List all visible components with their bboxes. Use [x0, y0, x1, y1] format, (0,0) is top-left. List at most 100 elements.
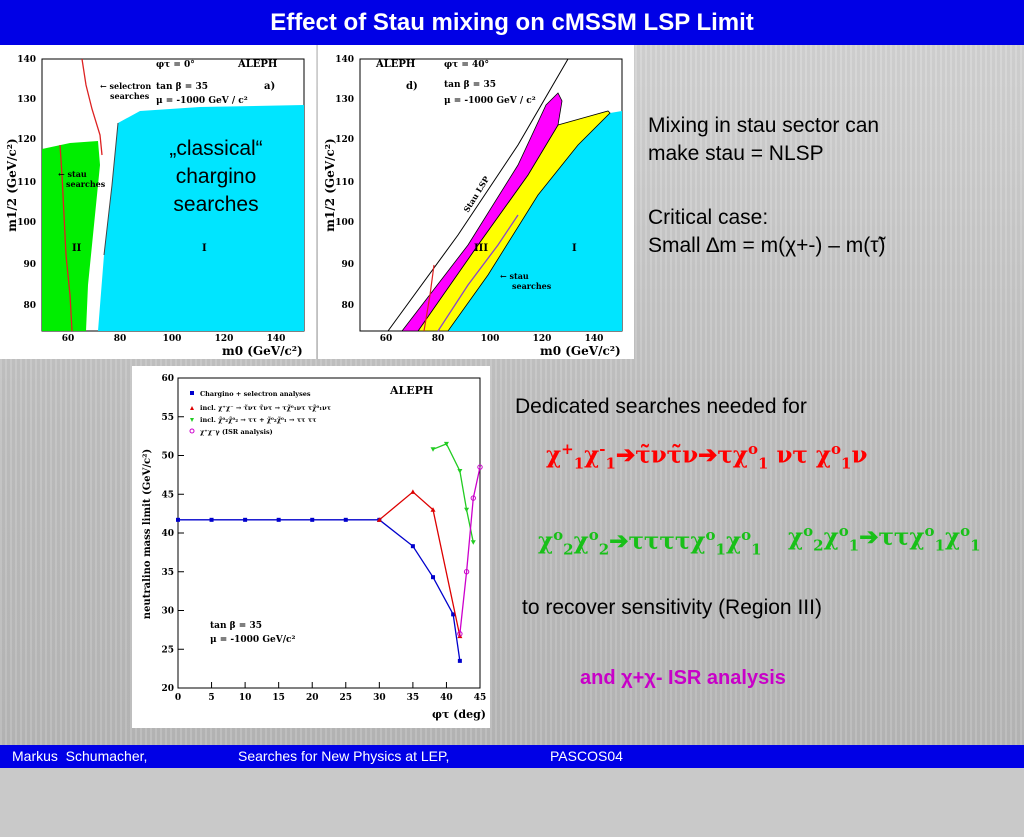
series-2-point-2 — [457, 469, 463, 474]
ytick-d-0: 140 — [335, 55, 354, 65]
chart-xtick-label-3: 15 — [272, 693, 285, 703]
footer-talk: Searches for New Physics at LEP, — [238, 748, 450, 764]
ytick-a-3: 110 — [17, 178, 36, 188]
legend-marker-3 — [189, 428, 195, 434]
ytick-d-2: 120 — [335, 135, 354, 145]
isr-text: and χ+χ- ISR analysis — [580, 667, 786, 689]
critical-text-2: Small ∆m = m(χ+-) – m(τ̃) — [648, 234, 886, 257]
region-i-cyan-d — [448, 111, 622, 331]
ytick-a-6: 80 — [23, 301, 36, 311]
dedicated-text: Dedicated searches needed for — [515, 395, 807, 418]
ytick-d-5: 90 — [341, 260, 354, 270]
series-0-point-7 — [410, 544, 415, 549]
chart-xtick-label-7: 35 — [407, 693, 420, 703]
series-2-point-3 — [464, 507, 470, 513]
footer-bar: Markus Schumacher, Searches for New Phys… — [0, 745, 1024, 768]
stau-label-d: ← stau — [500, 271, 529, 281]
ytick-a-2: 120 — [17, 135, 36, 145]
aleph-a: ALEPH — [237, 59, 277, 70]
legend-label-0: Chargino + selectron analyses — [200, 390, 311, 398]
chart-ytick-label-7: 55 — [161, 413, 174, 423]
chart-xtick-label-5: 25 — [340, 693, 353, 703]
footer-author: Markus Schumacher, — [12, 748, 148, 764]
chart-ytick-label-8: 60 — [161, 374, 174, 384]
mu-d: μ = -1000 GeV / c² — [444, 96, 536, 106]
series-0-point-9 — [451, 612, 456, 617]
chart-ytick-label-2: 30 — [161, 607, 174, 617]
legend-marker-1 — [190, 406, 194, 410]
chart-annot-2: μ = -1000 GeV/c² — [210, 635, 295, 645]
phi-d: φτ = 40° — [444, 60, 489, 70]
ytick-d-4: 100 — [335, 218, 354, 228]
chart-xtick-label-4: 20 — [306, 693, 319, 703]
mass-limit-chart: 0 5 10 15 20 25 30 35 40 45 20 25 30 35 40 45 50 55 60 ALE… — [132, 366, 490, 728]
letter-a: a) — [264, 81, 275, 92]
chart-xtick-label-0: 0 — [175, 693, 181, 703]
classical-label-1: „classical“ — [169, 137, 262, 160]
series-3-point-0 — [457, 631, 463, 637]
tanb-d: tan β = 35 — [444, 80, 496, 90]
stau-label-a2: searches — [66, 179, 106, 189]
mixing-text-1: Mixing in stau sector can — [648, 114, 880, 137]
plot-panel-a: 140 130 120 110 100 90 80 60 80 100 120 … — [0, 45, 316, 359]
ytick-d-3: 110 — [335, 178, 354, 188]
ytick-d-6: 80 — [341, 301, 354, 311]
series-0-point-3 — [276, 517, 281, 522]
stau-curve-d — [437, 214, 519, 332]
chart-xtick-label-6: 30 — [373, 693, 386, 703]
series-1-point-1 — [410, 489, 416, 494]
series-3-point-2 — [470, 495, 476, 501]
series-2-point-0 — [430, 447, 436, 452]
xtick-a-4: 140 — [267, 334, 286, 344]
xtick-a-1: 80 — [114, 334, 127, 344]
series-3-point-1 — [463, 569, 470, 575]
stau-lsp-magenta — [401, 92, 563, 332]
stau-lsp-line — [387, 58, 569, 332]
ylabel-a: m1/2 (GeV/c²) — [5, 138, 19, 231]
neutralino-mixed-formula: χo2χo1➔ττχo1χo1 — [788, 522, 981, 555]
series-0-point-10 — [457, 658, 462, 663]
chart-ytick-label-6: 50 — [161, 452, 174, 462]
tanb-a: tan β = 35 — [156, 82, 208, 92]
legend-label-2: incl. χ̃⁰₂χ̃⁰₂ → ττ + χ̃⁰₂χ̃⁰₁ → ττ ττ — [200, 416, 317, 424]
region-ii-green — [42, 141, 100, 331]
series-0-point-5 — [343, 517, 348, 522]
series-0-point-1 — [209, 517, 214, 522]
series-2-point-4 — [470, 540, 476, 545]
chart-ytick-label-0: 20 — [161, 684, 174, 694]
phi-a: φτ = 0° — [156, 60, 195, 70]
chart-xtick-label-1: 5 — [208, 693, 214, 703]
xtick-d-3: 120 — [533, 334, 552, 344]
series-line-1 — [378, 491, 461, 637]
xtick-a-0: 60 — [62, 334, 75, 344]
ytick-d-1: 130 — [335, 95, 354, 105]
ytick-a-4: 100 — [17, 218, 36, 228]
footer-conf: PASCOS04 — [550, 748, 623, 764]
xtick-a-2: 100 — [163, 334, 182, 344]
ylabel-d: m1/2 (GeV/c²) — [323, 138, 337, 231]
legend-marker-2 — [190, 418, 194, 422]
plot-panel-d: 140 130 120 110 100 90 80 60 80 100 120 … — [318, 45, 634, 359]
classical-label-2: chargino — [176, 165, 257, 188]
series-1-point-2 — [430, 507, 436, 512]
legend-label-3: χ⁺χ⁻γ (ISR analysis) — [200, 428, 273, 436]
neutralino-pair-formula: χo2χo2➔ττττχo1χo1 — [538, 526, 762, 559]
chart-ytick-label-1: 25 — [161, 645, 174, 655]
recover-text: to recover sensitivity (Region III) — [522, 596, 822, 619]
ytick-a-1: 130 — [17, 95, 36, 105]
region1-label-a: I — [202, 243, 207, 254]
xtick-a-3: 120 — [215, 334, 234, 344]
classical-label-3: searches — [173, 193, 258, 216]
xlabel-a: m0 (GeV/c²) — [222, 344, 303, 358]
boundary-curve — [103, 122, 119, 256]
chart-ytick-label-3: 35 — [161, 568, 174, 578]
chart-xtick-label-2: 10 — [239, 693, 252, 703]
chart-title: ALEPH — [389, 384, 433, 397]
chart-ytick-label-5: 45 — [161, 490, 174, 500]
selectron-label2: searches — [110, 91, 150, 101]
xtick-d-0: 60 — [380, 334, 393, 344]
series-line-3 — [459, 466, 481, 634]
legend-label-1: incl. χ⁺χ⁻ → τ̃ντ τ̃ντ → τχ̃⁰₁ντ τχ̃⁰₁ντ — [200, 404, 332, 412]
series-0-point-8 — [431, 575, 436, 580]
xlabel-d: m0 (GeV/c²) — [540, 344, 621, 358]
